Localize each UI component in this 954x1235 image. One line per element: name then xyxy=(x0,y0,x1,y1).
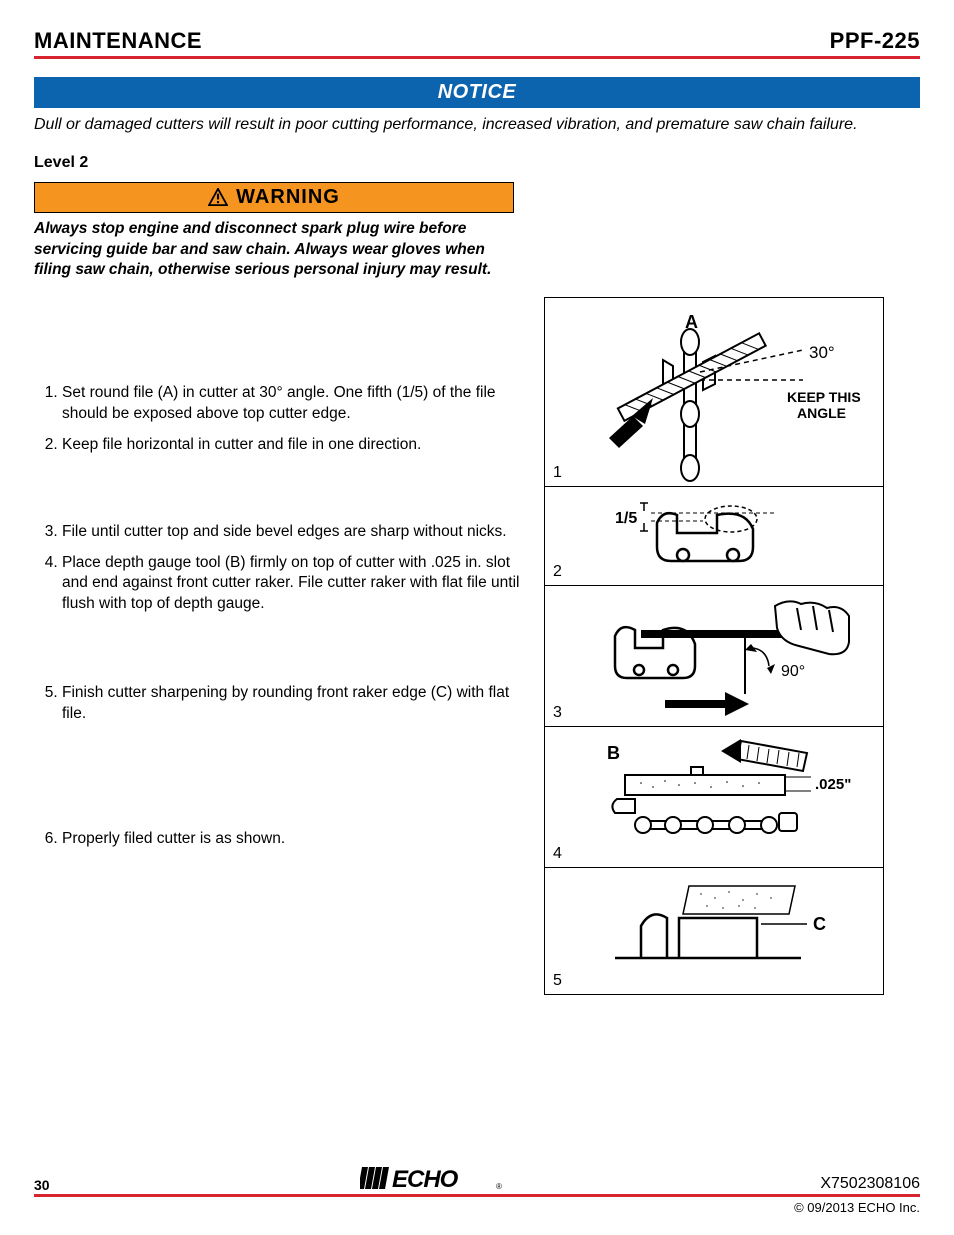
steps-list-b: File until cutter top and side bevel edg… xyxy=(34,522,532,616)
steps-list-a: Set round file (A) in cutter at 30° angl… xyxy=(34,383,532,456)
step-2: Keep file horizontal in cutter and file … xyxy=(62,435,532,456)
step-6: Properly filed cutter is as shown. xyxy=(62,829,532,850)
level-heading: Level 2 xyxy=(34,154,920,172)
document-number: X7502308106 xyxy=(820,1175,920,1193)
diagram-panel-5: C 5 xyxy=(545,868,883,994)
panel-num-3: 3 xyxy=(553,704,562,722)
diagram-panel-3: 90° 3 xyxy=(545,586,883,727)
notice-text: Dull or damaged cutters will result in p… xyxy=(34,114,920,136)
steps-list-c: Finish cutter sharpening by rounding fro… xyxy=(34,683,532,725)
section-title: MAINTENANCE xyxy=(34,28,202,54)
diagram-keep-angle-2: ANGLE xyxy=(797,405,846,421)
warning-bar: WARNING xyxy=(34,182,514,213)
diagram-letter-b: B xyxy=(607,743,620,763)
warning-text: Always stop engine and disconnect spark … xyxy=(34,219,514,282)
notice-bar: NOTICE xyxy=(34,77,920,108)
diagram-letter-c: C xyxy=(813,914,826,934)
warning-label: WARNING xyxy=(236,186,340,209)
warning-triangle-icon xyxy=(208,188,228,206)
svg-text:®: ® xyxy=(496,1182,502,1191)
step-3: File until cutter top and side bevel edg… xyxy=(62,522,532,543)
svg-text:ECHO: ECHO xyxy=(392,1166,459,1193)
diagram-panel-4: B xyxy=(545,727,883,868)
steps-column: Set round file (A) in cutter at 30° angl… xyxy=(34,297,532,995)
step-4: Place depth gauge tool (B) firmly on top… xyxy=(62,553,532,616)
page-number: 30 xyxy=(34,1177,50,1193)
diagram-fraction: 1/5 xyxy=(615,510,637,527)
step-1: Set round file (A) in cutter at 30° angl… xyxy=(62,383,532,425)
panel-num-2: 2 xyxy=(553,563,562,581)
diagram-column: A xyxy=(544,297,884,995)
copyright-text: © 09/2013 ECHO Inc. xyxy=(34,1200,920,1215)
diagram-angle-90: 90° xyxy=(781,663,805,680)
panel-num-1: 1 xyxy=(553,464,562,482)
diagram-measure: .025" xyxy=(815,776,851,793)
page-footer: 30 ECHO ® X7502308106 © 09/2013 ECHO Inc… xyxy=(34,1163,920,1215)
model-number: PPF-225 xyxy=(830,28,920,54)
diagram-keep-angle-1: KEEP THIS xyxy=(787,389,861,405)
diagram-angle-30: 30° xyxy=(809,343,835,362)
content-area: Set round file (A) in cutter at 30° angl… xyxy=(34,297,920,995)
panel-num-4: 4 xyxy=(553,845,562,863)
panel-num-5: 5 xyxy=(553,972,562,990)
brand-logo: ECHO ® xyxy=(360,1163,510,1193)
diagram-panel-1: A xyxy=(545,298,883,487)
page-header: MAINTENANCE PPF-225 xyxy=(34,28,920,59)
steps-list-d: Properly filed cutter is as shown. xyxy=(34,829,532,850)
diagram-panel-2: 1/5 2 xyxy=(545,487,883,586)
step-5: Finish cutter sharpening by rounding fro… xyxy=(62,683,532,725)
